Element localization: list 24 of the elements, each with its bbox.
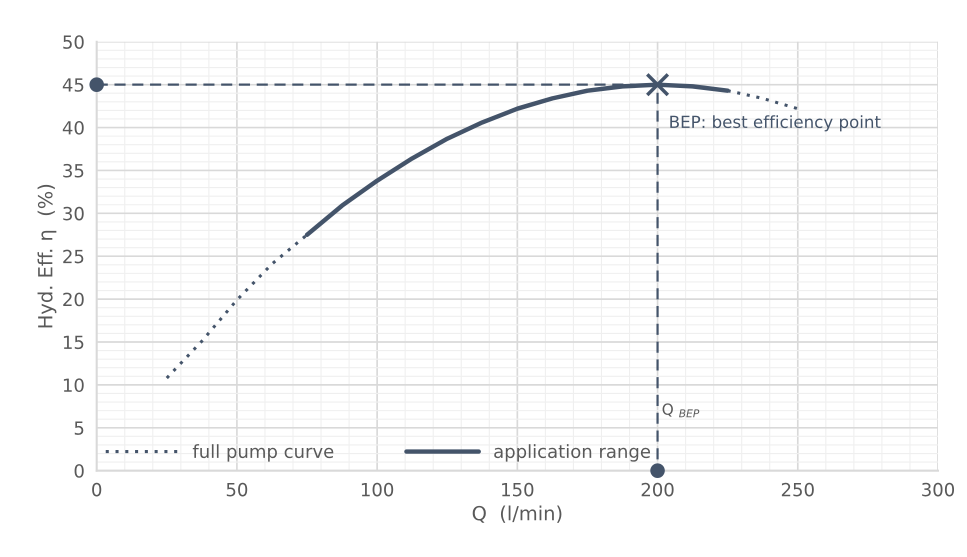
legend-label: application range bbox=[494, 444, 650, 462]
x-tick-label: 200 bbox=[642, 482, 674, 496]
y-tick-label: 20 bbox=[63, 292, 84, 306]
y-tick-label: 25 bbox=[63, 250, 84, 264]
annotation: BEP: best efficiency point bbox=[670, 115, 881, 132]
y-tick-label: 10 bbox=[64, 378, 84, 392]
x-tick-label: 250 bbox=[782, 482, 814, 496]
y-tick-label: 40 bbox=[62, 121, 84, 135]
annotation: Q $_{BEP}$ bbox=[662, 403, 700, 418]
y-tick-label: 45 bbox=[62, 78, 84, 92]
y-tick-label: 35 bbox=[63, 164, 84, 178]
y-tick-label: 5 bbox=[74, 421, 84, 435]
x-tick-label: 150 bbox=[502, 482, 534, 496]
y-tick-label: 50 bbox=[63, 35, 84, 49]
y-axis-title: Hyd. Eff. η (%) bbox=[38, 184, 56, 328]
y-tick-label: 30 bbox=[63, 206, 84, 220]
y-tick-label: 0 bbox=[74, 464, 84, 478]
y-tick-label: 15 bbox=[64, 336, 84, 350]
x-tick-label: 300 bbox=[922, 482, 954, 496]
x-tick-label: 0 bbox=[92, 482, 102, 496]
x-axis-title: Q (l/min) bbox=[472, 506, 562, 523]
legend-label: full pump curve bbox=[192, 444, 334, 462]
x-tick-label: 50 bbox=[226, 482, 248, 496]
x-tick-label: 100 bbox=[362, 482, 394, 496]
